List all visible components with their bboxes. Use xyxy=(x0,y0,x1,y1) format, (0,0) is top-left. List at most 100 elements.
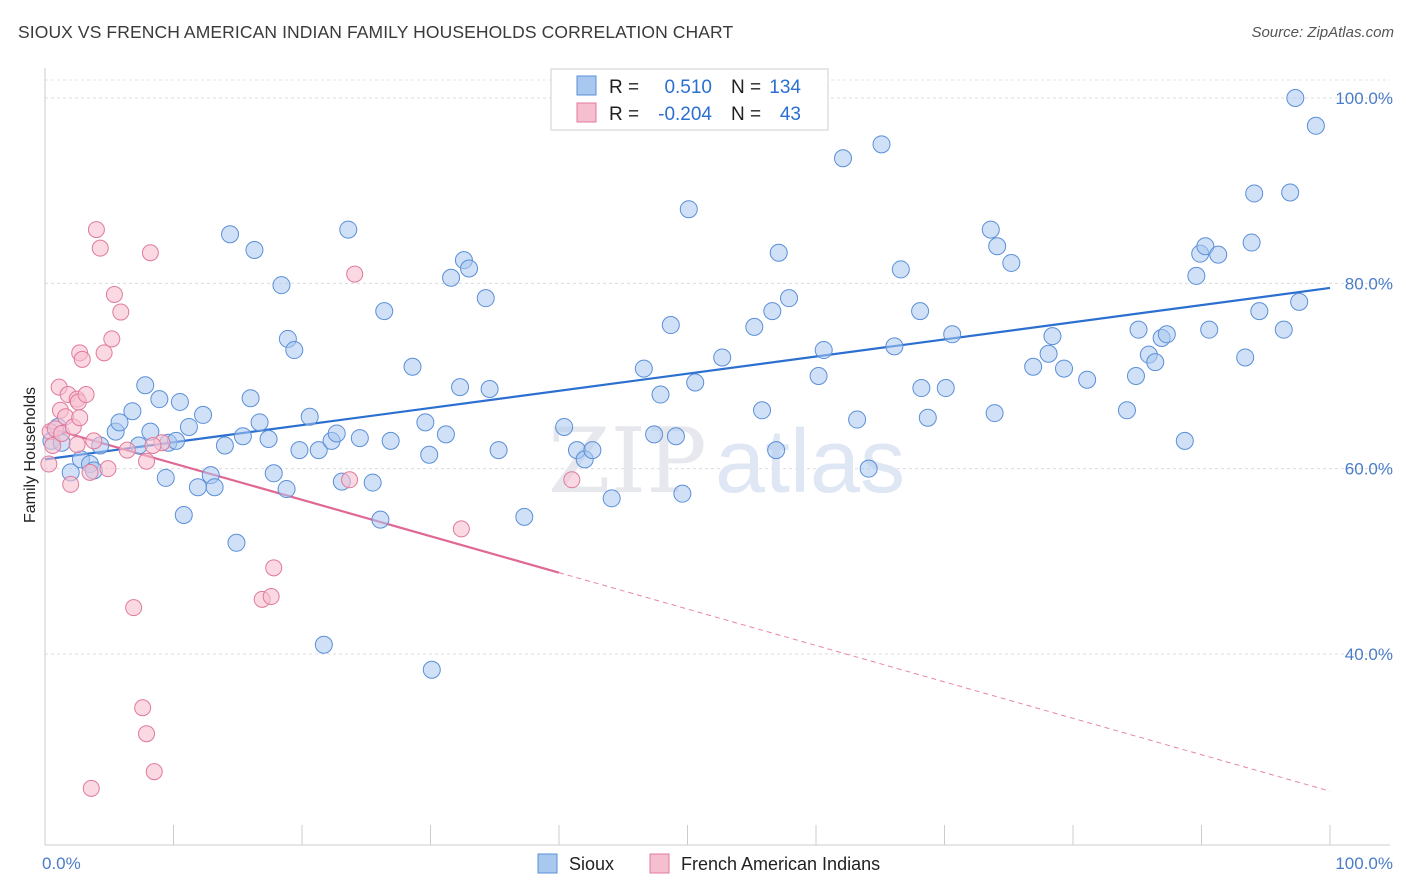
sioux-point xyxy=(188,478,207,497)
source-credit: Source: ZipAtlas.com xyxy=(1251,24,1394,41)
french-american-indian-point xyxy=(103,330,121,348)
sioux-point xyxy=(241,389,260,408)
sioux-point xyxy=(651,385,670,404)
sioux-point xyxy=(1187,266,1206,285)
legend-swatch xyxy=(576,75,597,96)
sioux-point xyxy=(912,379,931,398)
sioux-point xyxy=(1078,370,1097,389)
sioux-point xyxy=(661,316,680,335)
sioux-point xyxy=(988,237,1007,256)
french-american-indian-point xyxy=(262,588,280,606)
sioux-point xyxy=(290,441,309,460)
sioux-point xyxy=(780,289,799,308)
sioux-point xyxy=(679,200,698,219)
sioux-point xyxy=(634,359,653,378)
sioux-point xyxy=(1200,320,1219,339)
french-american-indian-point xyxy=(91,239,109,257)
sioux-point xyxy=(885,337,904,356)
sioux-point xyxy=(179,417,198,436)
sioux-point xyxy=(264,464,283,483)
sioux-point xyxy=(259,430,278,449)
sioux-point xyxy=(1146,353,1165,372)
sioux-point xyxy=(285,341,304,360)
french-american-indian-point xyxy=(82,779,100,797)
sioux-point xyxy=(375,302,394,321)
x-tick-label: 100.0% xyxy=(1335,854,1393,873)
y-tick-label: 80.0% xyxy=(1345,274,1393,293)
sioux-point xyxy=(476,289,495,308)
sioux-point xyxy=(300,407,319,426)
french-american-indian-point xyxy=(68,436,86,454)
sioux-point xyxy=(833,149,852,168)
sioux-point xyxy=(1306,116,1325,135)
chart-title: SIOUX VS FRENCH AMERICAN INDIAN FAMILY H… xyxy=(18,22,734,42)
sioux-point xyxy=(363,473,382,492)
sioux-point xyxy=(245,240,264,259)
sioux-point xyxy=(583,441,602,460)
sioux-point xyxy=(985,404,1004,423)
sioux-point xyxy=(763,302,782,321)
sioux-point xyxy=(891,260,910,279)
sioux-point xyxy=(1274,320,1293,339)
y-tick-label: 100.0% xyxy=(1335,89,1393,108)
french-american-indian-trend-extension xyxy=(558,572,1331,792)
sioux-point xyxy=(943,325,962,344)
french-american-indian-point xyxy=(105,285,123,303)
sioux-point xyxy=(713,348,732,367)
series-legend-swatch xyxy=(649,853,670,874)
legend-n-label: N = xyxy=(731,77,761,98)
sioux-point xyxy=(1196,237,1215,256)
sioux-point xyxy=(123,402,142,421)
french-american-indian-point xyxy=(81,463,99,481)
sioux-point xyxy=(848,410,867,429)
sioux-point xyxy=(1043,327,1062,346)
sioux-point xyxy=(194,405,213,424)
sioux-point xyxy=(350,429,369,448)
series-legend: Sioux French American Indians xyxy=(537,853,880,874)
legend-r-label: R = xyxy=(609,104,639,125)
french-american-indian-point xyxy=(40,455,58,473)
french-american-indian-point xyxy=(44,437,62,454)
french-american-indian-point xyxy=(265,559,283,577)
sioux-point xyxy=(327,424,346,443)
sioux-point xyxy=(1039,344,1058,363)
sioux-point xyxy=(339,220,358,239)
legend-r-value: -0.204 xyxy=(658,104,712,125)
french-american-indian-point xyxy=(563,471,581,489)
sioux-point xyxy=(480,379,499,398)
french-american-indian-point xyxy=(125,599,143,617)
sioux-point xyxy=(272,276,291,295)
sioux-point xyxy=(515,507,534,526)
sioux-point xyxy=(250,413,269,432)
sioux-point xyxy=(1129,320,1148,339)
sioux-point xyxy=(227,533,246,552)
french-american-indian-point xyxy=(452,520,470,538)
legend-n-value: 134 xyxy=(769,77,801,98)
data-points xyxy=(40,89,1325,797)
french-american-indian-point xyxy=(341,471,359,489)
y-tick-label: 60.0% xyxy=(1345,460,1393,479)
sioux-point xyxy=(420,445,439,464)
sioux-point xyxy=(918,408,937,427)
sioux-point xyxy=(460,259,479,278)
sioux-point xyxy=(381,431,400,450)
x-tick-label: 0.0% xyxy=(42,854,81,873)
legend-n-label: N = xyxy=(731,104,761,125)
sioux-point xyxy=(233,427,252,446)
legend-r-value: 0.510 xyxy=(664,77,712,98)
sioux-point xyxy=(1126,367,1145,385)
french-american-indian-point xyxy=(144,437,162,454)
sioux-point xyxy=(110,413,129,432)
sioux-point xyxy=(1024,357,1043,376)
french-american-indian-point xyxy=(112,303,130,321)
sioux-point xyxy=(277,480,296,499)
sioux-point xyxy=(174,506,193,524)
sioux-point xyxy=(1242,233,1261,252)
sioux-point xyxy=(1236,348,1255,367)
sioux-point xyxy=(1286,89,1305,107)
y-tick-label: 40.0% xyxy=(1345,645,1393,664)
sioux-point xyxy=(215,436,234,455)
tick-labels: 40.0% 60.0% 80.0% 100.0% 0.0% 100.0% xyxy=(42,89,1393,873)
sioux-point xyxy=(442,268,461,287)
